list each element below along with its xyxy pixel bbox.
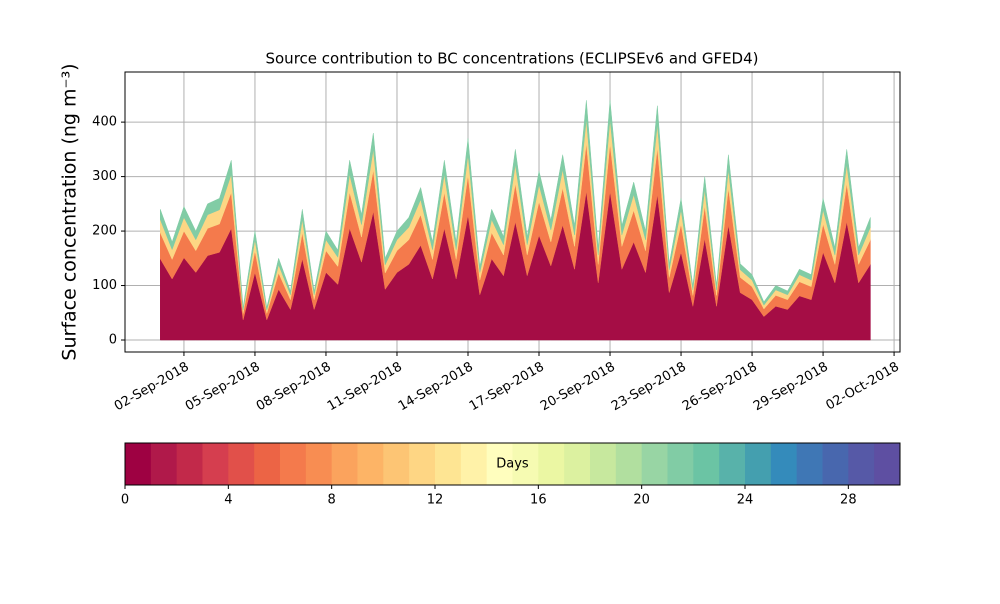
- colorbar-cell: [796, 443, 823, 485]
- colorbar-cell: [719, 443, 746, 485]
- colorbar-cell: [460, 443, 488, 485]
- colorbar-cell: [176, 443, 203, 485]
- colorbar-cell: [667, 443, 694, 485]
- colorbar-tick-label: 16: [530, 493, 547, 508]
- colorbar-cell: [512, 443, 539, 485]
- colorbar-cell: [228, 443, 255, 485]
- colorbar-cell: [305, 443, 333, 485]
- colorbar-cell: [383, 443, 410, 485]
- colorbar-cell: [254, 443, 281, 485]
- colorbar-cell: [822, 443, 849, 485]
- colorbar-cell: [564, 443, 591, 485]
- chart-title: Source contribution to BC concentrations…: [265, 50, 758, 68]
- colorbar-cell: [848, 443, 875, 485]
- colorbar-cell: [125, 443, 152, 485]
- colorbar-tick-label: 12: [427, 493, 444, 508]
- colorbar-tick-label: 20: [633, 493, 650, 508]
- colorbar-cell: [150, 443, 178, 485]
- colorbar-cell: [435, 443, 462, 485]
- colorbar-cell: [641, 443, 668, 485]
- colorbar-tick-label: 28: [840, 493, 857, 508]
- colorbar-cell: [202, 443, 229, 485]
- colorbar-tick-label: 8: [328, 493, 336, 508]
- colorbar-label: Days: [496, 457, 529, 472]
- colorbar-cell: [538, 443, 565, 485]
- area-layer: [160, 100, 871, 311]
- colorbar-cell: [590, 443, 617, 485]
- colorbar-frame: [124, 442, 901, 486]
- plot-frame: [124, 71, 901, 353]
- colorbar-cell: [280, 443, 307, 485]
- colorbar-cell: [357, 443, 384, 485]
- colorbar-cell: [693, 443, 720, 485]
- y-axis-label: Surface concentration (ng m⁻³): [59, 63, 81, 360]
- colorbar-cell: [331, 443, 358, 485]
- y-tick-label: 100: [92, 278, 117, 293]
- y-tick-label: 0: [109, 333, 117, 348]
- y-tick-label: 200: [92, 224, 117, 239]
- colorbar-cell: [486, 443, 513, 485]
- y-tick-label: 400: [92, 115, 117, 130]
- colorbar-cell: [745, 443, 772, 485]
- colorbar-tick-label: 24: [737, 493, 754, 508]
- colorbar-cell: [615, 443, 643, 485]
- colorbar-cell: [770, 443, 798, 485]
- colorbar-tick-label: 0: [121, 493, 129, 508]
- colorbar-tick-label: 4: [224, 493, 232, 508]
- colorbar-cell: [874, 443, 901, 485]
- y-tick-label: 300: [92, 169, 117, 184]
- colorbar-cell: [409, 443, 436, 485]
